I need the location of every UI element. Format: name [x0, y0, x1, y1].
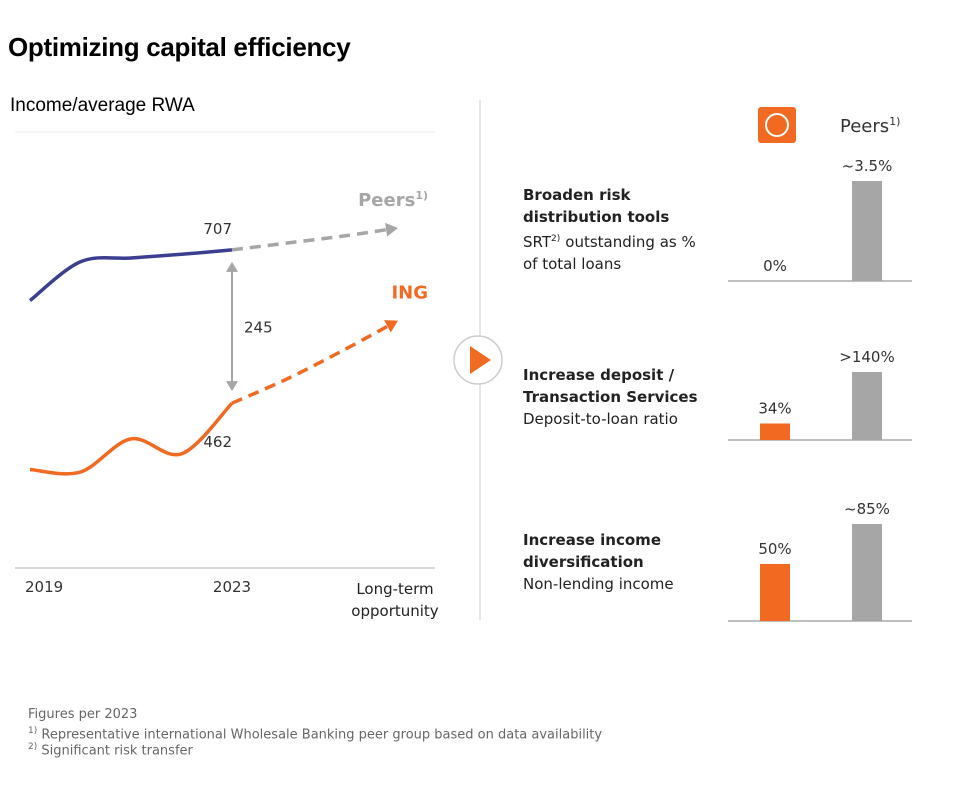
line	[29, 401, 234, 476]
panel-subtitle: Non-lending income	[523, 573, 703, 595]
subtitle-text: Non-lending income	[523, 575, 674, 593]
series-name: Peers	[358, 190, 415, 211]
line	[28, 248, 233, 302]
gap-arrow-head	[226, 381, 238, 392]
column-header: Peers1)	[840, 115, 900, 137]
value-label: 50%	[758, 540, 791, 558]
value-label: >140%	[839, 348, 894, 366]
subtitle: Income/average RWA	[10, 95, 195, 116]
x-tick-label: 2023	[213, 578, 251, 596]
projection-line	[231, 322, 392, 405]
ing-logo	[758, 107, 796, 143]
series-name: ING	[391, 283, 428, 304]
bar	[852, 181, 882, 281]
value-label: 707	[203, 220, 232, 238]
panel-title: Increase income diversification	[523, 531, 661, 571]
series-label: ING	[391, 283, 428, 304]
arrow-head	[385, 222, 398, 237]
projection-line	[231, 227, 391, 252]
panel-subtitle: SRT2) outstanding as % of total loans	[523, 228, 703, 275]
header-text: Peers	[840, 116, 889, 137]
gap-arrow-head	[226, 261, 238, 272]
bar	[852, 372, 882, 440]
title: Optimizing capital efficiency	[8, 32, 351, 62]
arrow-icon	[470, 346, 491, 374]
x-tick-label: Long-term opportunity	[351, 580, 439, 620]
bar	[760, 423, 790, 440]
bar	[852, 524, 882, 621]
ing-logo-lion	[765, 113, 789, 137]
subtitle-text: outstanding as % of total loans	[523, 233, 696, 273]
footnote: 2) Significant risk transfer	[28, 739, 193, 759]
gap-label: 245	[244, 319, 273, 337]
panel-subtitle: Deposit-to-loan ratio	[523, 408, 703, 430]
value-label: 34%	[758, 399, 791, 417]
series-label: Peers1)	[358, 189, 428, 211]
value-label: ~3.5%	[842, 157, 893, 175]
value-label: 462	[203, 433, 232, 451]
arrow-head	[384, 320, 398, 333]
x-tick-label: 2019	[25, 578, 63, 596]
subtitle-text: Deposit-to-loan ratio	[523, 410, 678, 428]
footnote-mark: 1)	[28, 726, 38, 736]
footnote-text: Representative international Wholesale B…	[41, 727, 603, 743]
subtitle-text: SRT	[523, 233, 552, 251]
footnote-text: Significant risk transfer	[41, 743, 193, 759]
series-note: 1)	[415, 189, 428, 202]
footnote: 1) Representative international Wholesal…	[28, 723, 602, 743]
footnote-intro: Figures per 2023	[28, 707, 138, 722]
panel-title: Increase deposit / Transaction Services	[523, 366, 698, 406]
bar	[760, 563, 790, 621]
header-note: 1)	[889, 115, 900, 128]
subtitle-note: 2)	[551, 234, 561, 244]
value-label: 0%	[763, 257, 787, 275]
panel-title: Broaden risk distribution tools	[523, 186, 670, 226]
value-label: ~85%	[844, 500, 890, 518]
footnote-mark: 2)	[28, 742, 38, 752]
